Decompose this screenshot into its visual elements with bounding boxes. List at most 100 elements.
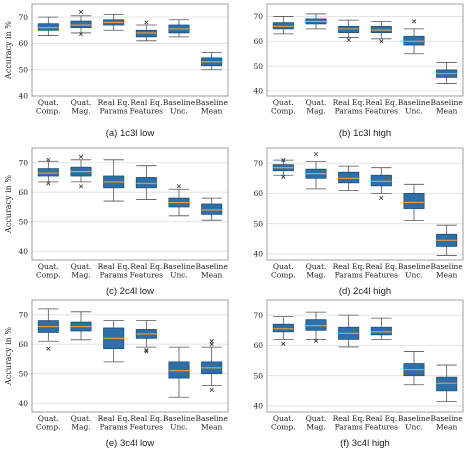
x-tick-label: Baseline [195, 98, 228, 107]
flier-marker [78, 154, 84, 159]
x-tick-label: Real Eq. [130, 262, 162, 271]
plot-frame [266, 147, 464, 261]
flier-marker [313, 338, 319, 343]
y-tick-label: 50 [18, 65, 28, 74]
box-body [338, 25, 360, 33]
x-tick-label: Mag. [306, 271, 325, 280]
x-tick-label: Mean [436, 423, 458, 432]
box-3 [103, 159, 125, 202]
y-axis-label: Accuracy in % [4, 327, 13, 386]
y-tick-label: 50 [253, 371, 263, 380]
x-tick-label: Params [100, 271, 128, 280]
flier-stroke [46, 181, 51, 186]
x-tick-label: Unc. [170, 423, 188, 432]
box-body [272, 323, 294, 333]
box-5 [168, 346, 190, 398]
plot-frame [31, 3, 229, 97]
x-tick-label: Real Eq. [333, 262, 365, 271]
x-tick-label: Features [130, 107, 164, 116]
x-tick-label: Comp. [271, 271, 296, 280]
x-tick-label: Mag. [71, 271, 90, 280]
y-tick-label: 70 [18, 158, 28, 167]
x-tick-label: Mean [436, 271, 458, 280]
box-body [403, 35, 425, 46]
y-tick-label: 50 [18, 217, 28, 226]
y-tick-label: 40 [18, 399, 28, 408]
x-tick-label: Baseline [163, 414, 196, 423]
x-tick-label: Mean [436, 107, 458, 116]
x-tick-label: Comp. [271, 107, 296, 116]
flier-stroke [346, 37, 351, 43]
flier-stroke [379, 195, 384, 201]
x-tick-label: Baseline [195, 262, 228, 271]
x-tick-label: Mean [201, 107, 223, 116]
flier-marker [144, 20, 149, 25]
box-1 [37, 157, 59, 186]
y-tick-label: 60 [18, 188, 28, 197]
box-body [70, 20, 92, 29]
x-tick-label: Features [365, 423, 399, 432]
x-tick-label: Mean [201, 271, 223, 280]
y-tick-label: 50 [253, 62, 263, 71]
x-tick-label: Params [335, 107, 363, 116]
y-tick-label: 70 [18, 310, 28, 319]
x-tick-label: Comp. [36, 271, 61, 280]
y-tick-label: 40 [18, 247, 28, 256]
plot-frame [266, 299, 464, 413]
box-body [168, 361, 190, 379]
x-tick-label: Baseline [430, 262, 463, 271]
flier-stroke [78, 184, 84, 189]
x-tick-label: Params [335, 271, 363, 280]
x-tick-label: Baseline [163, 262, 196, 271]
y-axis-label: Accuracy in % [4, 21, 13, 80]
x-tick-label: Features [365, 271, 399, 280]
box-body [272, 22, 294, 30]
x-tick-label: Real Eq. [130, 98, 162, 107]
x-tick-label: Mag. [71, 423, 90, 432]
x-tick-label: Quat. [38, 414, 59, 423]
x-tick-label: Unc. [405, 107, 423, 116]
x-tick-label: Quat. [273, 98, 294, 107]
flier-marker [78, 184, 84, 189]
box-1 [272, 158, 294, 179]
x-tick-label: Real Eq. [365, 414, 397, 423]
box-5 [403, 183, 425, 222]
box-3 [338, 314, 360, 348]
flier-marker [46, 157, 51, 162]
box-5 [168, 184, 190, 217]
box-body [370, 25, 392, 33]
x-tick-label: Comp. [271, 423, 296, 432]
flier-marker [144, 349, 149, 354]
x-tick-label: Quat. [38, 262, 59, 271]
x-tick-label: Baseline [398, 414, 431, 423]
panel-caption: (e) 3c4l low [106, 438, 155, 449]
flier-marker [281, 341, 286, 346]
x-tick-label: Params [100, 107, 128, 116]
y-axis-label: Accuracy in % [4, 175, 13, 234]
plot-frame [266, 3, 464, 97]
x-tick-label: Params [335, 423, 363, 432]
flier-stroke [313, 338, 319, 343]
box-1 [272, 16, 294, 35]
flier-stroke [379, 39, 384, 44]
box-3 [103, 320, 125, 363]
box-2 [305, 311, 327, 343]
y-tick-label: 70 [253, 12, 263, 21]
x-tick-label: Baseline [398, 98, 431, 107]
flier-marker [379, 195, 384, 201]
x-tick-label: Baseline [163, 98, 196, 107]
box-6 [201, 197, 223, 221]
x-tick-label: Mean [201, 423, 223, 432]
x-tick-label: Real Eq. [333, 98, 365, 107]
box-6 [436, 62, 458, 84]
flier-marker [78, 32, 84, 37]
flier-stroke [78, 32, 84, 37]
x-tick-label: Mag. [306, 423, 325, 432]
flier-marker [346, 37, 351, 43]
x-tick-label: Params [100, 423, 128, 432]
box-4 [370, 21, 392, 44]
box-5 [403, 19, 425, 55]
